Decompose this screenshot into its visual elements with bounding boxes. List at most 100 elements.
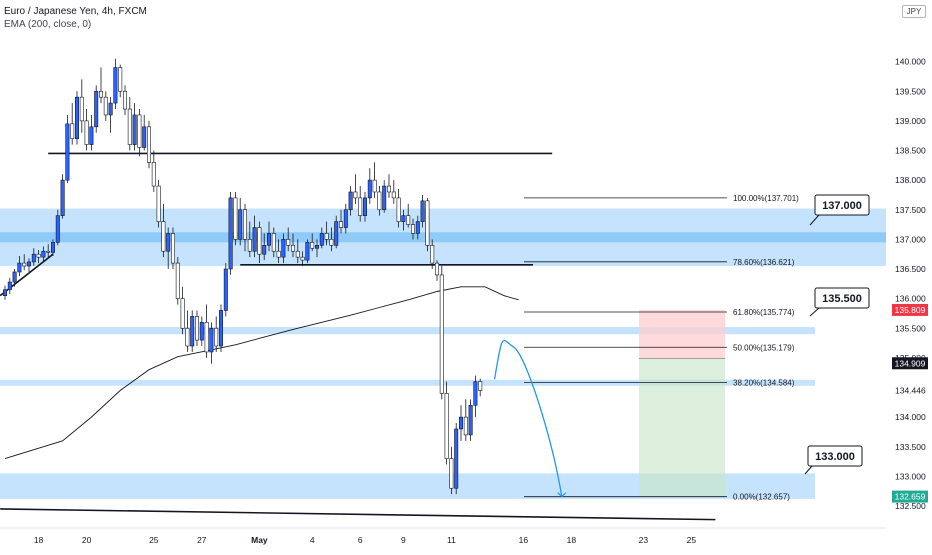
- candle: [26, 258, 31, 272]
- time-tick: 11: [447, 535, 456, 545]
- horizontal-levels[interactable]: [0, 152, 716, 521]
- candle: [434, 260, 439, 281]
- candle: [300, 251, 305, 267]
- candle: [281, 233, 286, 264]
- fib-level-label: 61.80%(135.774): [733, 308, 795, 317]
- callout-box: [807, 445, 863, 467]
- candle-body: [396, 197, 401, 222]
- candle-body: [468, 404, 473, 436]
- position-tool[interactable]: [639, 309, 725, 497]
- candle-body: [55, 215, 60, 243]
- candle: [209, 322, 214, 364]
- candle: [425, 197, 430, 252]
- zone-callouts[interactable]: 137.000 135.500 133.000: [804, 194, 870, 475]
- currency-badge[interactable]: JPY: [902, 5, 926, 18]
- candle-body: [175, 262, 180, 299]
- candle-body: [12, 271, 17, 283]
- candle-body: [99, 90, 104, 98]
- candle: [310, 233, 315, 252]
- candle: [17, 255, 22, 277]
- candle: [377, 186, 382, 216]
- candle-body: [319, 233, 324, 246]
- candle: [324, 221, 329, 246]
- candle-body: [415, 221, 420, 234]
- candle: [247, 221, 252, 258]
- candle: [65, 114, 70, 184]
- candle-body: [401, 215, 406, 222]
- stop-loss-zone: [639, 309, 725, 359]
- price-axis[interactable]: 140.000 139.500 139.000 138.500 138.000 137.5…: [886, 0, 932, 550]
- fibonacci-retracement[interactable]: 100.00%(137.701) 78.60%(136.621) 61.80%(13…: [524, 194, 799, 502]
- candle-body: [444, 393, 449, 459]
- candle: [22, 254, 27, 271]
- candle-body: [410, 224, 415, 234]
- time-tick: May: [251, 535, 268, 545]
- candle: [238, 197, 243, 246]
- projection-arrowhead: [557, 492, 567, 498]
- candle-body: [473, 381, 478, 406]
- candle: [449, 446, 454, 495]
- candle-body: [209, 327, 214, 353]
- candle: [190, 310, 195, 352]
- candle-body: [50, 242, 55, 253]
- candle-body: [60, 179, 65, 216]
- projection-path[interactable]: [493, 340, 567, 498]
- candle-body: [199, 322, 204, 341]
- candle: [343, 203, 348, 234]
- time-tick: 18: [34, 535, 44, 545]
- candle-body: [151, 162, 156, 187]
- candle-body: [454, 428, 459, 489]
- candle: [185, 310, 190, 352]
- time-tick: 16: [519, 535, 529, 545]
- candle: [334, 215, 339, 249]
- candle: [118, 64, 123, 98]
- candle-body: [156, 185, 161, 222]
- candle-body: [7, 281, 12, 291]
- candle-body: [103, 96, 108, 116]
- time-tick: 23: [639, 535, 649, 545]
- time-tick: 18: [567, 535, 577, 545]
- candle: [214, 316, 219, 352]
- candle: [478, 378, 483, 397]
- candle: [271, 227, 276, 258]
- candle: [430, 239, 435, 269]
- candle-body: [89, 126, 94, 145]
- candle-body: [147, 126, 152, 163]
- candle-body: [41, 250, 46, 258]
- candle-body: [195, 316, 200, 341]
- candle: [233, 191, 238, 246]
- zone-core: [0, 232, 886, 243]
- candle: [420, 194, 425, 228]
- candle: [458, 405, 463, 441]
- candle: [55, 209, 60, 246]
- price-axis-bg: [886, 0, 932, 550]
- candle: [338, 209, 343, 234]
- candle: [175, 257, 180, 305]
- time-tick: 25: [149, 535, 159, 545]
- candle: [12, 269, 17, 287]
- candle-body: [310, 242, 315, 249]
- candle-body: [276, 250, 281, 258]
- candle-body: [127, 108, 132, 145]
- price-tick: 134.000: [895, 412, 926, 422]
- candle-body: [478, 381, 483, 391]
- candle: [228, 191, 233, 275]
- candle: [386, 174, 391, 198]
- candle-body: [262, 245, 267, 255]
- callout-pointer: [804, 465, 813, 475]
- time-tick: 4: [310, 535, 315, 545]
- candle: [79, 79, 84, 133]
- candle: [113, 58, 118, 110]
- price-label-text: 132.659: [895, 492, 926, 502]
- candle: [290, 233, 295, 258]
- candle: [166, 227, 171, 269]
- time-tick: 6: [358, 535, 363, 545]
- trendline: [0, 508, 716, 521]
- candle-body: [22, 262, 27, 267]
- candle: [142, 114, 147, 151]
- candle-body: [171, 233, 176, 264]
- candle: [257, 221, 262, 264]
- time-axis[interactable]: 18 20 25 27 May 4 6 9 11 16 18 23 25: [0, 527, 886, 545]
